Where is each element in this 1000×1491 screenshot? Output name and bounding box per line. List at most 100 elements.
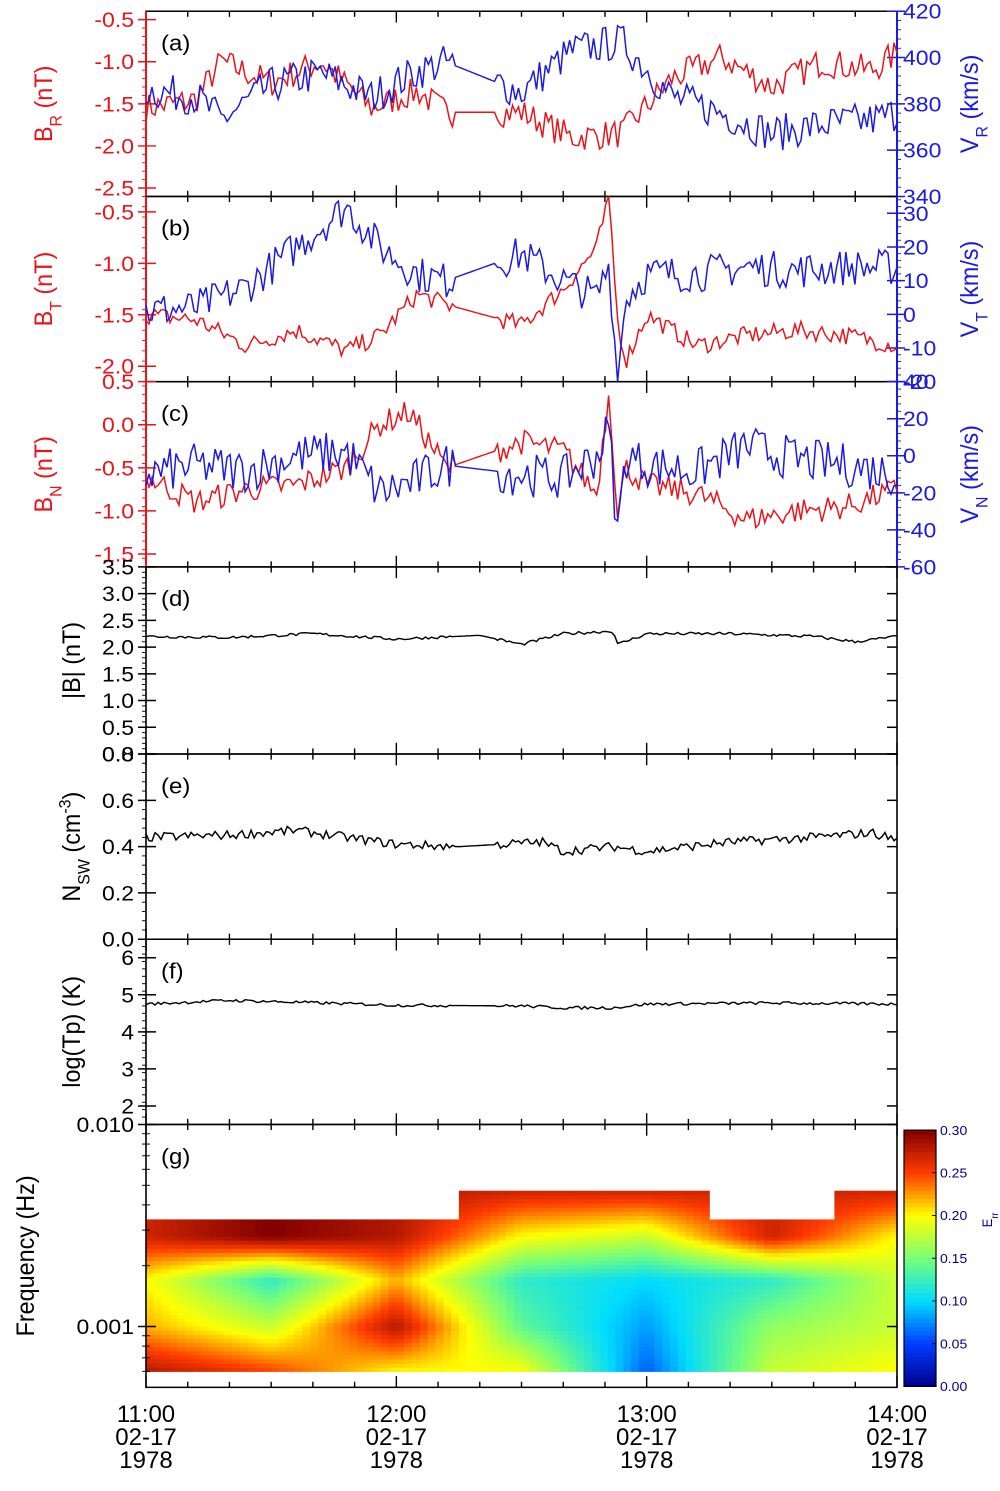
heatmap-cell — [451, 1330, 460, 1335]
heatmap-cell — [318, 1322, 327, 1327]
heatmap-cell — [239, 1264, 249, 1270]
heatmap-cell — [185, 1244, 194, 1249]
heatmap-cell — [521, 1240, 530, 1245]
heatmap-cell — [873, 1285, 882, 1290]
heatmap-cell — [717, 1276, 726, 1282]
heatmap-cell — [318, 1359, 327, 1364]
heatmap-cell — [779, 1252, 789, 1257]
heatmap-cell — [435, 1244, 444, 1249]
heatmap-cell — [615, 1326, 624, 1331]
heatmap-cell — [685, 1367, 695, 1372]
heatmap-cell — [325, 1309, 335, 1315]
heatmap-cell — [623, 1215, 632, 1220]
heatmap-cell — [654, 1346, 663, 1352]
heatmap-cell — [584, 1301, 593, 1307]
heatmap-cell — [599, 1211, 609, 1216]
heatmap-cell — [850, 1326, 859, 1331]
heatmap-cell — [537, 1313, 546, 1319]
colorbar-cell — [904, 1266, 936, 1272]
heatmap-cell — [490, 1231, 499, 1237]
heatmap-cell — [365, 1264, 374, 1270]
colorbar-cell — [904, 1177, 936, 1182]
heatmap-cell — [380, 1367, 390, 1372]
heatmap-cell — [818, 1268, 828, 1274]
heatmap-cell — [333, 1305, 343, 1311]
heatmap-cell — [286, 1354, 296, 1360]
heatmap-cell — [146, 1293, 155, 1299]
heatmap-cell — [717, 1240, 726, 1245]
heatmap-cell — [169, 1268, 178, 1274]
heatmap-cell — [842, 1235, 851, 1241]
heatmap-cell — [239, 1367, 249, 1372]
heatmap-cell — [357, 1322, 366, 1327]
heatmap-cell — [771, 1301, 781, 1307]
heatmap-cell — [302, 1276, 311, 1282]
heatmap-cell — [732, 1231, 742, 1237]
heatmap-cell — [365, 1313, 374, 1319]
heatmap-cell — [529, 1264, 538, 1270]
heatmap-cell — [216, 1318, 225, 1323]
heatmap-cell — [505, 1260, 515, 1266]
heatmap-cell — [490, 1322, 499, 1327]
heatmap-cell — [513, 1231, 523, 1237]
heatmap-cell — [842, 1276, 851, 1282]
heatmap-cell — [239, 1260, 249, 1266]
heatmap-cell — [857, 1297, 867, 1303]
heatmap-cell — [404, 1219, 413, 1225]
heatmap-cell — [654, 1227, 663, 1233]
heatmap-cell — [513, 1240, 523, 1245]
heatmap-cell — [286, 1326, 296, 1331]
heatmap-cell — [216, 1264, 225, 1270]
series-line-b-right — [145, 199, 898, 382]
heatmap-cell — [764, 1305, 773, 1311]
heatmap-cell — [529, 1297, 538, 1303]
heatmap-cell — [521, 1346, 530, 1352]
heatmap-cell — [466, 1272, 476, 1278]
heatmap-cell — [552, 1264, 562, 1270]
heatmap-cell — [889, 1215, 898, 1220]
heatmap-cell — [756, 1285, 765, 1290]
heatmap-cell — [482, 1215, 491, 1220]
heatmap-cell — [560, 1322, 569, 1327]
heatmap-cell — [224, 1334, 233, 1340]
heatmap-cell — [224, 1350, 233, 1356]
heatmap-cell — [325, 1293, 335, 1299]
heatmap-cell — [678, 1330, 687, 1335]
heatmap-cell — [466, 1363, 476, 1368]
heatmap-cell — [631, 1342, 640, 1348]
heatmap-cell — [458, 1326, 468, 1331]
heatmap-cell — [412, 1338, 421, 1344]
heatmap-cell — [396, 1293, 405, 1299]
heatmap-cell — [771, 1252, 781, 1257]
heatmap-cell — [333, 1272, 343, 1278]
heatmap-cell — [490, 1334, 499, 1340]
colorbar-cell — [904, 1296, 936, 1302]
heatmap-cell — [693, 1227, 702, 1233]
heatmap-cell — [490, 1326, 499, 1331]
heatmap-cell — [325, 1231, 335, 1237]
heatmap-cell — [153, 1326, 163, 1331]
heatmap-cell — [646, 1281, 656, 1286]
heatmap-cell — [740, 1235, 749, 1241]
heatmap-cell — [239, 1293, 249, 1299]
heatmap-cell — [631, 1268, 640, 1274]
heatmap-cell — [779, 1326, 789, 1331]
heatmap-cell — [740, 1342, 749, 1348]
colorbar-cell — [904, 1198, 936, 1204]
heatmap-cell — [333, 1244, 343, 1249]
heatmap-cell — [678, 1207, 687, 1212]
heatmap-cell — [591, 1231, 601, 1237]
heatmap-cell — [224, 1219, 233, 1225]
heatmap-cell — [380, 1235, 390, 1241]
heatmap-cell — [372, 1285, 382, 1290]
heatmap-cell — [662, 1289, 671, 1294]
heatmap-cell — [474, 1313, 483, 1319]
heatmap-cell — [740, 1268, 749, 1274]
heatmap-cell — [505, 1354, 515, 1360]
heatmap-cell — [576, 1260, 585, 1266]
heatmap-cell — [396, 1260, 405, 1266]
heatmap-cell — [185, 1264, 194, 1270]
heatmap-cell — [232, 1240, 241, 1245]
heatmap-cell — [192, 1289, 202, 1294]
heatmap-cell — [341, 1223, 350, 1229]
